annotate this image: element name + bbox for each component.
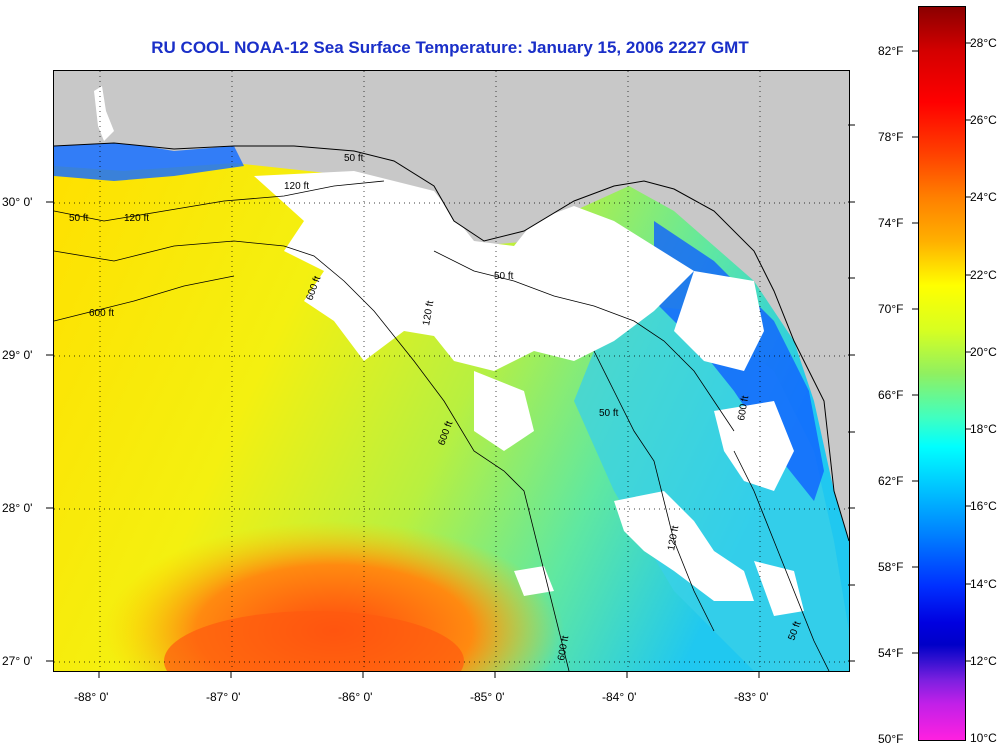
colorbar-ticks: [912, 42, 971, 662]
colorbar-label-c: 18°C: [970, 422, 997, 436]
axis-ticks: [46, 124, 855, 678]
isobath-label: 600 ft: [556, 635, 571, 662]
sst-map: 50 ft 120 ft 120 ft 600 ft 600 ft 600 ft…: [53, 70, 850, 672]
colorbar-label-f: 66°F: [878, 388, 904, 402]
warm-eddy-core: [164, 611, 464, 671]
isobath-label: 50 ft: [69, 213, 89, 224]
map-title: RU COOL NOAA-12 Sea Surface Temperature:…: [151, 38, 749, 57]
lat-label: 28° 0': [2, 501, 33, 515]
colorbar-label-f: 54°F: [878, 646, 904, 660]
mobile-bay: [94, 86, 114, 141]
isobath-label: 120 ft: [124, 213, 149, 224]
colorbar-label-f: 58°F: [878, 560, 904, 574]
lon-label: -83° 0': [734, 690, 769, 704]
nearshore-cold-west: [54, 141, 244, 181]
isobath-label: 600 ft: [89, 308, 114, 319]
lon-label: -84° 0': [602, 690, 637, 704]
lon-label: -86° 0': [338, 690, 373, 704]
colorbar-label-c: 12°C: [970, 654, 997, 668]
colorbar-label-c: 16°C: [970, 499, 997, 513]
isobath-label: 120 ft: [421, 300, 436, 327]
colorbar-label-c: 24°C: [970, 190, 997, 204]
lat-label: 27° 0': [2, 654, 33, 668]
colorbar-label-f: 50°F: [878, 732, 904, 746]
colorbar-label-f: 70°F: [878, 302, 904, 316]
isobath-label: 50 ft: [599, 408, 619, 419]
graticule: [54, 71, 849, 671]
isobath-label: 120 ft: [666, 525, 681, 552]
isobath-contours: [54, 180, 830, 671]
temperature-colorbar: [918, 6, 966, 741]
colorbar-label-c: 10°C: [970, 731, 997, 745]
isobath-label: 50 ft: [344, 153, 364, 164]
lat-label: 29° 0': [2, 348, 33, 362]
coast-line: [54, 142, 849, 542]
colorbar-label-f: 74°F: [878, 216, 904, 230]
colorbar-label-f: 82°F: [878, 44, 904, 58]
colorbar-label-c: 26°C: [970, 113, 997, 127]
isobath-label: 120 ft: [284, 181, 309, 192]
colorbar-label-c: 20°C: [970, 345, 997, 359]
colorbar-label-f: 78°F: [878, 130, 904, 144]
colorbar-label-c: 14°C: [970, 577, 997, 591]
isobath-label: 50 ft: [494, 271, 514, 282]
land: [54, 71, 849, 541]
lon-label: -88° 0': [74, 690, 109, 704]
lon-label: -85° 0': [470, 690, 505, 704]
colorbar-label-c: 28°C: [970, 36, 997, 50]
colorbar-label-c: 22°C: [970, 268, 997, 282]
colorbar-label-f: 62°F: [878, 474, 904, 488]
isobath-label: 600 ft: [736, 395, 751, 422]
sst-map-svg: 50 ft 120 ft 120 ft 600 ft 600 ft 600 ft…: [54, 71, 849, 671]
lat-label: 30° 0': [2, 195, 33, 209]
lon-label: -87° 0': [206, 690, 241, 704]
